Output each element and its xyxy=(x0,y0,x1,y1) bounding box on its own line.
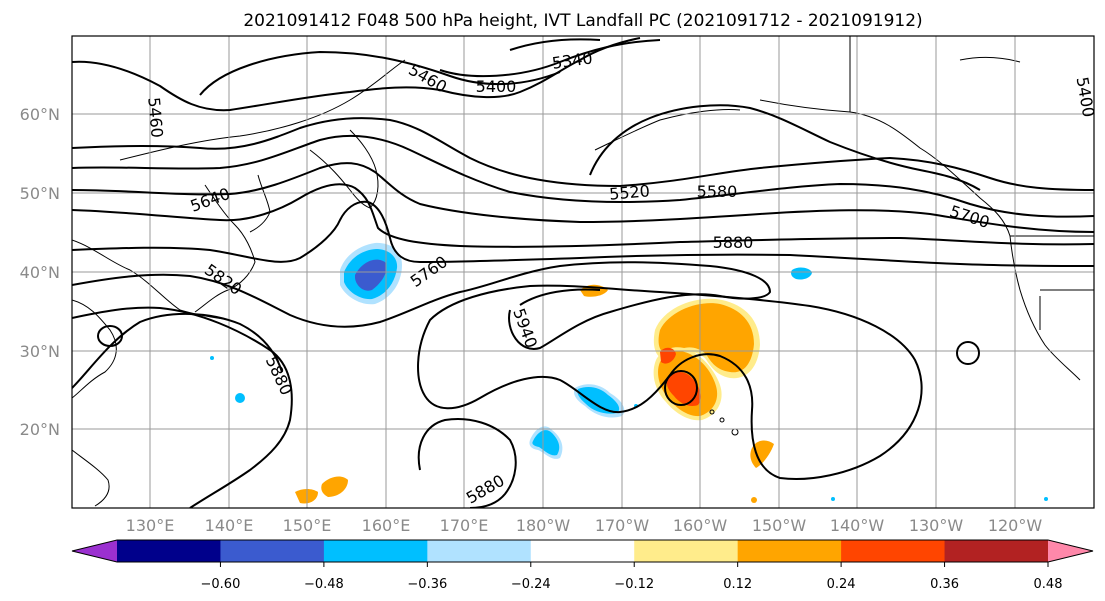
ivt-positive-region xyxy=(660,347,676,364)
ivt-negative-region xyxy=(235,393,245,403)
contour-label: 5460 xyxy=(144,96,166,138)
hawaii-island xyxy=(719,417,725,423)
colorbar-tick-label: 0.36 xyxy=(930,577,959,592)
contour-5580 xyxy=(72,117,1094,191)
colorbar-segment xyxy=(220,540,325,562)
contour-label: 5400 xyxy=(476,77,517,96)
colorbar-segment xyxy=(323,540,428,562)
lon-label: 160°E xyxy=(362,516,411,535)
contour-label: 5400 xyxy=(1073,75,1099,118)
ivt-negative-region xyxy=(831,497,835,501)
contour-small-low xyxy=(97,325,123,347)
map-title: 2021091412 F048 500 hPa height, IVT Land… xyxy=(243,11,922,31)
contour-5760 xyxy=(72,183,1094,248)
lon-label: 170°E xyxy=(440,516,489,535)
colorbar-segment xyxy=(737,540,842,562)
lon-label: 130°E xyxy=(126,516,175,535)
height-contours xyxy=(72,37,1094,508)
colorbar-tick-label: 0.48 xyxy=(1034,577,1063,592)
ivt-positive-region xyxy=(658,303,754,373)
coastline-alaska xyxy=(594,109,741,151)
contour-5880-south xyxy=(417,418,517,508)
contour-5640 xyxy=(72,134,1094,218)
contour-5460 xyxy=(72,37,641,112)
colorbar-segment xyxy=(944,540,1049,562)
state-borders xyxy=(1039,289,1094,330)
colorbar-segment xyxy=(427,540,532,562)
latitude-labels: 60°N 50°N 40°N 30°N 20°N xyxy=(20,105,60,439)
colorbar-segment xyxy=(634,540,739,562)
colorbar-tick-label: −0.36 xyxy=(407,577,447,592)
contour-5760-inner xyxy=(72,200,1094,267)
coastline-arctic-island xyxy=(959,56,1021,63)
lon-label: 120°W xyxy=(988,516,1043,535)
contour-5520 xyxy=(589,104,981,191)
contour-5700 xyxy=(72,162,1094,233)
colorbar-tick-label: −0.60 xyxy=(201,577,241,592)
lon-label: 150°E xyxy=(283,516,332,535)
lat-label: 40°N xyxy=(20,263,60,282)
contour-5880-north xyxy=(72,261,772,350)
lon-label: 170°W xyxy=(595,516,650,535)
colorbar-tick-label: −0.24 xyxy=(511,577,551,592)
coastline-asia xyxy=(72,449,110,507)
colorbar-outline xyxy=(71,539,1094,563)
colorbar-tick-label: −0.48 xyxy=(304,577,344,592)
contour-5820 xyxy=(72,312,283,389)
hawaii-island xyxy=(709,409,715,415)
lat-label: 30°N xyxy=(20,342,60,361)
lat-label: 20°N xyxy=(20,420,60,439)
lon-label: 180°W xyxy=(516,516,571,535)
lat-label: 50°N xyxy=(20,184,60,203)
colorbar-extend-left xyxy=(72,540,117,562)
coastline-japan xyxy=(194,184,256,313)
lon-label: 150°W xyxy=(752,516,807,535)
ivt-negative-region xyxy=(355,259,387,291)
ivt-negative-region xyxy=(577,387,620,414)
ivt-positive-region xyxy=(666,372,701,406)
colorbar-tick-label: 0.24 xyxy=(827,577,856,592)
ivt-negative-region xyxy=(532,430,560,456)
coastline-asia xyxy=(72,299,117,399)
lon-label: 160°W xyxy=(673,516,728,535)
ivt-positive-region xyxy=(750,440,774,468)
contour-5400 xyxy=(199,50,561,96)
lat-label: 60°N xyxy=(20,105,60,124)
lon-label: 140°W xyxy=(830,516,885,535)
contour-5880-center xyxy=(417,284,923,481)
lon-label: 130°W xyxy=(909,516,964,535)
contour-label: 5580 xyxy=(697,182,738,201)
contour-label: 5880 xyxy=(713,233,754,252)
colorbar-tick-label: −0.12 xyxy=(614,577,654,592)
contour-label: 5520 xyxy=(608,181,650,203)
colorbar-segment xyxy=(530,540,635,562)
coastline-us-west xyxy=(1009,235,1081,381)
contour-5940 xyxy=(519,288,601,306)
coastline-alaska-canada xyxy=(759,99,1011,237)
colorbar-extend-right xyxy=(1048,540,1093,562)
ivt-negative-region xyxy=(791,267,812,280)
map-frame xyxy=(71,35,1095,509)
longitude-labels: 130°E 140°E 150°E 160°E 170°E 180°W 170°… xyxy=(126,516,1043,535)
contour-5400 xyxy=(439,39,661,78)
contour-5340 xyxy=(509,38,601,51)
contour-5880-west xyxy=(72,306,293,508)
contour-small-high xyxy=(956,341,980,365)
colorbar-segment xyxy=(117,540,221,562)
ivt-negative-region xyxy=(1044,497,1048,501)
ivt-positive-region xyxy=(321,476,348,497)
contour-high-center xyxy=(664,370,698,406)
colorbar-segment xyxy=(841,540,946,562)
colorbar: −0.60 −0.48 −0.36 −0.24 −0.12 0.12 0.24 0.36 0.4… xyxy=(71,539,1094,592)
lon-label: 140°E xyxy=(205,516,254,535)
ivt-negative-region xyxy=(210,356,214,360)
colorbar-tick-label: 0.12 xyxy=(723,577,752,592)
ivt-positive-region xyxy=(751,497,757,503)
